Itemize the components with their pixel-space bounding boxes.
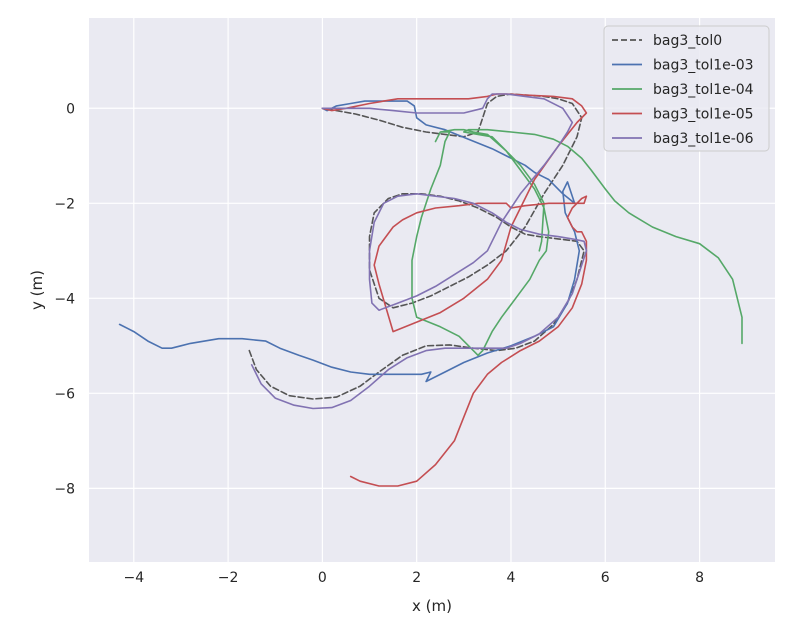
legend: bag3_tol0 bag3_tol1e-03 bag3_tol1e-04 bag3_…: [603, 25, 770, 152]
tick-labels: −4 −2 0 2 4 6 8 −8 −6 −4 −2 0: [54, 101, 704, 586]
x-tick-label: 8: [695, 570, 704, 586]
legend-entry: bag3_tol1e-05: [653, 107, 754, 123]
y-axis-label: y (m): [28, 270, 46, 310]
legend-entry: bag3_tol1e-03: [653, 58, 754, 74]
x-tick-label: 4: [507, 570, 516, 586]
x-tick-label: 0: [318, 570, 327, 586]
legend-box: [603, 25, 770, 152]
legend-entry: bag3_tol1e-04: [653, 82, 754, 98]
y-tick-label: −6: [54, 386, 75, 402]
series-line-bag3_tol1e-04: [411, 128, 743, 357]
series-line-bag3_tol1e-06: [250, 93, 588, 410]
y-tick-label: 0: [66, 101, 75, 117]
series-line-bag3_tol0: [248, 93, 585, 400]
series-layer: [118, 93, 743, 487]
y-tick-label: −2: [54, 196, 75, 212]
x-tick-label: 2: [412, 570, 421, 586]
x-tick-label: 6: [601, 570, 610, 586]
y-tick-label: −4: [54, 291, 75, 307]
legend-entry: bag3_tol0: [653, 33, 722, 49]
series-line-bag3_tol1e-03: [118, 100, 581, 383]
y-tick-label: −8: [54, 481, 75, 497]
x-axis-label: x (m): [412, 597, 452, 615]
x-tick-label: −2: [218, 570, 239, 586]
x-tick-label: −4: [123, 570, 144, 586]
legend-entry: bag3_tol1e-06: [653, 131, 754, 147]
